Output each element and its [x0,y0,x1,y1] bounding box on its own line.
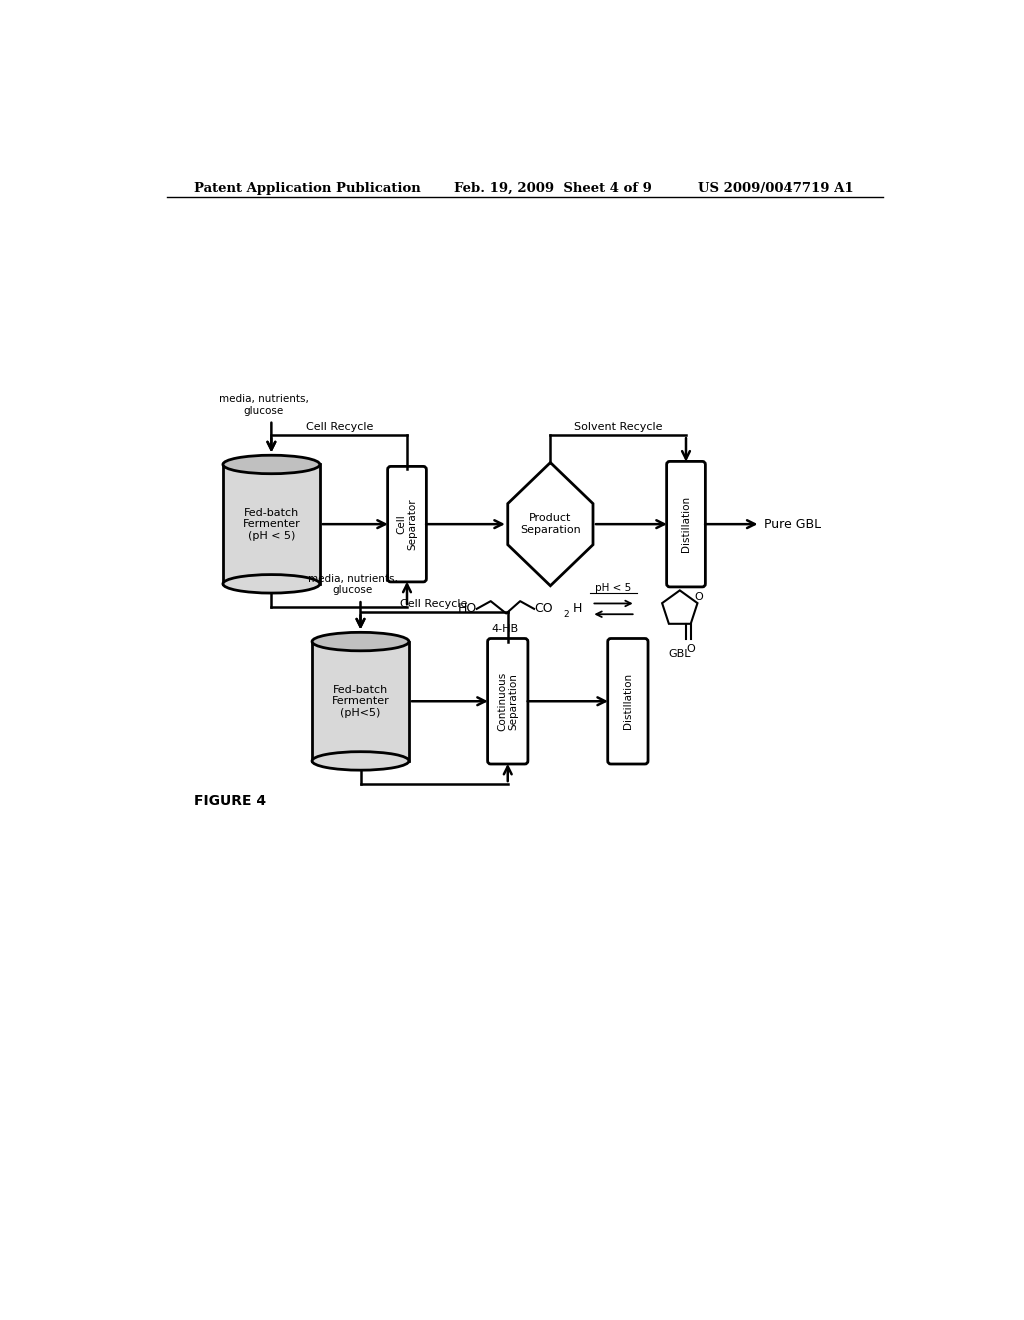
Text: media, nutrients,
glucose: media, nutrients, glucose [308,574,397,595]
Text: Fed-batch
Fermenter
(pH<5): Fed-batch Fermenter (pH<5) [332,685,389,718]
Ellipse shape [223,455,319,474]
Text: O: O [694,591,703,602]
Text: Cell Recycle: Cell Recycle [400,599,468,610]
Polygon shape [508,462,593,586]
Text: O: O [686,644,695,653]
Text: Cell Recycle: Cell Recycle [305,422,373,432]
Text: 2: 2 [563,610,569,619]
Text: HO: HO [458,602,477,615]
FancyBboxPatch shape [388,466,426,582]
Text: Fed-batch
Fermenter
(pH < 5): Fed-batch Fermenter (pH < 5) [243,508,300,541]
Text: Patent Application Publication: Patent Application Publication [194,182,421,194]
Text: CO: CO [535,602,553,615]
Bar [312,642,409,760]
Text: US 2009/0047719 A1: US 2009/0047719 A1 [697,182,853,194]
Bar [223,465,319,583]
Text: Solvent Recycle: Solvent Recycle [573,422,663,432]
Text: Pure GBL: Pure GBL [764,517,821,531]
Text: Cell
Separator: Cell Separator [396,499,418,550]
Text: 4-HB: 4-HB [492,624,519,634]
Text: Distillation: Distillation [623,673,633,730]
Ellipse shape [312,751,409,770]
Text: media, nutrients,
glucose: media, nutrients, glucose [219,395,308,416]
Text: Feb. 19, 2009  Sheet 4 of 9: Feb. 19, 2009 Sheet 4 of 9 [454,182,651,194]
FancyBboxPatch shape [607,639,648,764]
FancyBboxPatch shape [487,639,528,764]
Text: GBL: GBL [669,649,691,659]
Ellipse shape [223,574,319,593]
Text: pH < 5: pH < 5 [595,582,632,593]
Text: Distillation: Distillation [681,496,691,552]
Text: FIGURE 4: FIGURE 4 [194,793,266,808]
Text: H: H [572,602,583,615]
Text: Product
Separation: Product Separation [520,513,581,535]
Ellipse shape [312,632,409,651]
FancyBboxPatch shape [667,462,706,587]
Text: Continuous
Separation: Continuous Separation [497,672,518,731]
